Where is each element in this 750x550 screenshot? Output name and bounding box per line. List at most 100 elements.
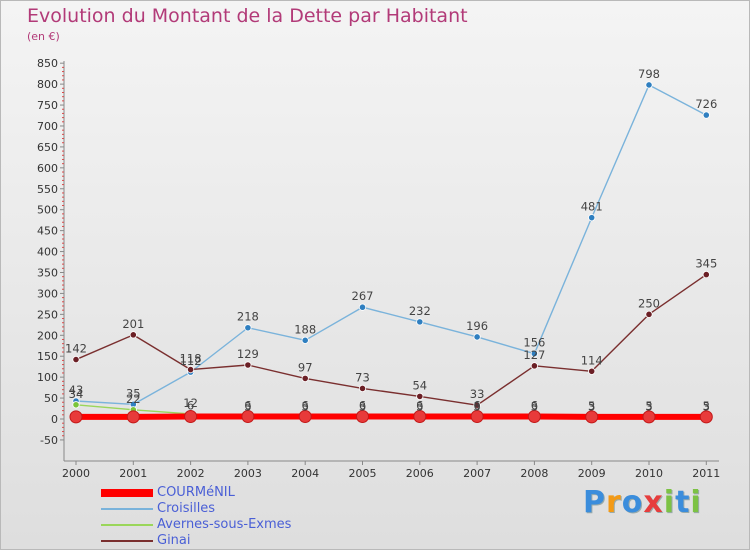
data-point	[473, 401, 481, 409]
data-point	[645, 81, 653, 89]
x-tick-label: 2002	[177, 467, 205, 480]
data-label: 6	[302, 398, 309, 412]
series-line	[75, 274, 707, 406]
data-point	[527, 409, 541, 423]
data-point	[356, 409, 369, 423]
x-tick-label: 2001	[119, 467, 147, 480]
data-label: 6	[473, 398, 480, 412]
data-point	[129, 331, 137, 339]
y-tick-label: -50	[40, 434, 58, 447]
data-label: 3	[473, 400, 480, 414]
data-point	[702, 270, 710, 279]
data-label: 3	[588, 400, 595, 414]
data-label: 156	[523, 336, 545, 350]
y-tick-label: 450	[37, 225, 58, 238]
data-label: 6	[416, 398, 423, 412]
x-tick-label: 2007	[463, 467, 491, 480]
x-tick-label: 2005	[349, 467, 377, 480]
data-point	[416, 392, 424, 400]
data-label: 6	[244, 398, 251, 412]
chart-title: Evolution du Montant de la Dette par Hab…	[27, 5, 468, 27]
data-label: 6	[531, 398, 538, 412]
data-point	[244, 361, 252, 369]
data-point	[72, 355, 80, 364]
data-point	[301, 374, 309, 382]
data-label: 201	[122, 317, 144, 331]
data-label: 3	[531, 400, 538, 414]
data-label: 112	[180, 354, 202, 368]
data-point	[530, 362, 539, 370]
brand-letter: t	[675, 485, 691, 520]
data-point	[187, 366, 195, 374]
data-label: 22	[126, 392, 141, 406]
data-label: 196	[466, 319, 488, 333]
data-point	[699, 410, 713, 424]
y-tick-label: 500	[37, 204, 58, 217]
data-label: 43	[69, 383, 84, 397]
y-tick-label: 100	[37, 371, 58, 384]
data-label: 54	[412, 378, 427, 392]
data-point	[416, 318, 424, 326]
brand-letter: x	[643, 485, 664, 520]
y-tick-label: 150	[37, 350, 58, 363]
x-tick-label: 2010	[635, 467, 663, 480]
x-tick-label: 2008	[520, 467, 548, 480]
legend-label-courmenil: COURMéNIL	[157, 485, 235, 500]
x-tick-label: 2000	[62, 467, 90, 480]
data-label: 127	[523, 348, 545, 362]
y-tick-label: 650	[37, 141, 58, 154]
data-point	[642, 410, 656, 424]
series-line	[75, 84, 707, 406]
data-label: 6	[187, 398, 194, 412]
data-label: 188	[294, 322, 316, 336]
data-label: 6	[359, 398, 366, 412]
data-point	[413, 409, 427, 423]
x-tick-label: 2004	[291, 467, 319, 480]
data-point	[244, 324, 252, 332]
data-label: 481	[581, 200, 603, 214]
brand-logo: Proxiti	[583, 485, 702, 520]
y-tick-label: 700	[37, 120, 58, 133]
data-label: 3	[359, 400, 366, 414]
y-tick-label: 0	[51, 413, 58, 426]
x-tick-label: 2009	[578, 467, 606, 480]
data-point	[645, 310, 653, 318]
data-label: 250	[638, 296, 660, 310]
data-label: 345	[695, 257, 717, 271]
data-point	[358, 303, 367, 311]
chart-subtitle: (en €)	[27, 30, 60, 43]
data-point	[588, 214, 596, 222]
data-point	[470, 409, 484, 423]
y-tick-label: 200	[37, 329, 58, 342]
data-point	[184, 409, 198, 423]
brand-letter: P	[583, 485, 606, 520]
legend-swatch-avernes	[101, 524, 153, 526]
data-point	[588, 367, 596, 375]
data-label: 114	[581, 353, 603, 367]
data-point	[69, 410, 83, 424]
data-label: 218	[237, 310, 259, 324]
data-point	[585, 410, 599, 424]
data-label: 5	[588, 399, 595, 413]
data-point	[241, 409, 255, 423]
data-point	[358, 384, 367, 393]
y-tick-label: 750	[37, 99, 58, 112]
y-tick-label: 300	[37, 287, 58, 300]
legend-swatch-courmenil	[101, 489, 153, 497]
brand-letter: o	[621, 485, 644, 520]
x-tick-label: 2011	[692, 467, 720, 480]
y-tick-label: 550	[37, 183, 58, 196]
y-tick-label: 850	[37, 57, 58, 70]
data-label: 267	[352, 289, 374, 303]
data-label: 33	[470, 387, 485, 401]
legend-swatch-ginai	[101, 540, 153, 542]
data-label: 3	[416, 400, 423, 414]
brand-letter: i	[690, 485, 702, 520]
y-tick-label: 250	[37, 308, 58, 321]
data-label: 3	[244, 400, 251, 414]
data-label: 73	[355, 370, 370, 384]
data-label: 142	[65, 342, 87, 356]
legend-label-avernes: Avernes-sous-Exmes	[157, 517, 292, 532]
data-point	[298, 409, 312, 423]
